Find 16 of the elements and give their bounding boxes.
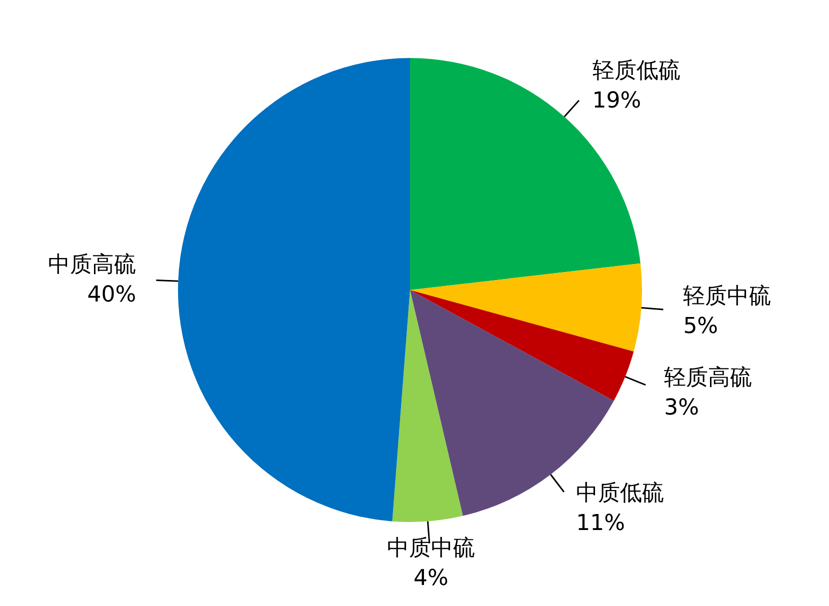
pie-slice xyxy=(178,58,410,522)
slice-label: 中质低硫 xyxy=(576,480,664,506)
data-label: 4% xyxy=(414,566,448,592)
slice-label: 轻质低硫 xyxy=(592,58,680,84)
data-label: 3% xyxy=(664,395,700,420)
data-label: 40% xyxy=(87,282,136,308)
slice-label: 中质高硫 xyxy=(48,252,136,278)
slice-label: 轻质中硫 xyxy=(683,284,772,309)
slice-label: 轻质高硫 xyxy=(664,365,752,390)
data-label: 11% xyxy=(576,510,626,536)
pie-slice xyxy=(410,290,634,401)
data-label: 5% xyxy=(683,314,718,339)
pie-slice xyxy=(410,263,642,352)
data-label: 19% xyxy=(592,88,642,114)
pie-slice xyxy=(392,290,463,522)
slice-label: 中质中硫 xyxy=(386,536,475,562)
